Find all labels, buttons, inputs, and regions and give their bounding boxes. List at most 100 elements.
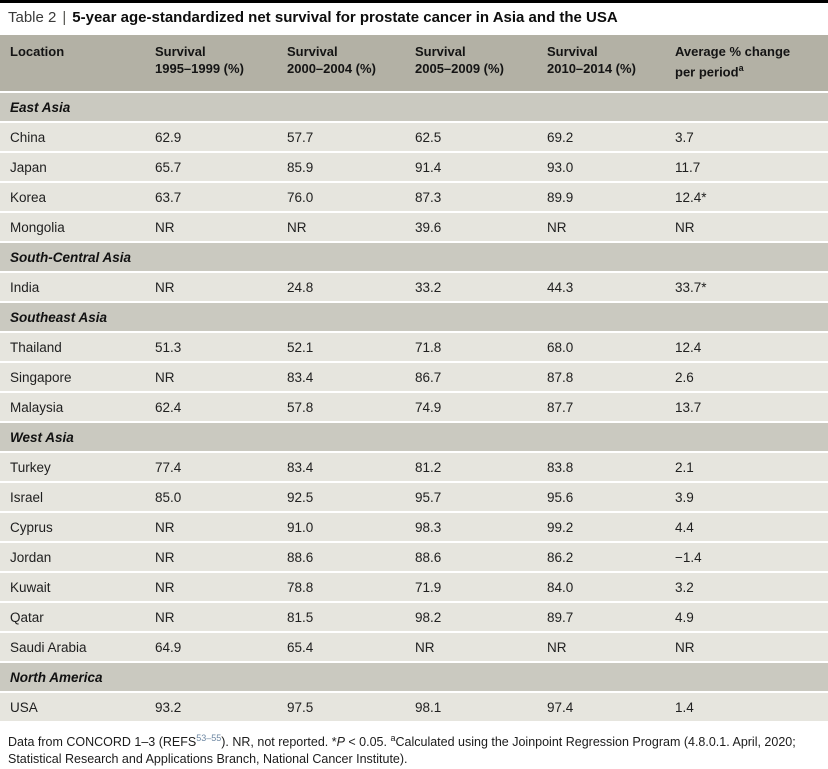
section-row: East Asia: [0, 92, 828, 123]
value-cell: 88.6: [277, 542, 405, 573]
value-cell: 39.6: [405, 212, 537, 243]
location-cell: Saudi Arabia: [0, 632, 145, 663]
table-row: Cyprus NR 91.0 98.3 99.2 4.4: [0, 512, 828, 543]
value-cell: 87.7: [537, 392, 665, 423]
column-header-label: Survival: [547, 44, 598, 59]
location-cell: Malaysia: [0, 392, 145, 423]
value-cell: 2.6: [665, 362, 828, 393]
table-row: Japan 65.7 85.9 91.4 93.0 11.7: [0, 152, 828, 183]
value-cell: 91.0: [277, 512, 405, 543]
section-label: North America: [0, 662, 828, 693]
value-cell: 24.8: [277, 272, 405, 303]
location-cell: Jordan: [0, 542, 145, 573]
value-cell: 83.4: [277, 452, 405, 483]
value-cell: 91.4: [405, 152, 537, 183]
value-cell: 86.2: [537, 542, 665, 573]
location-cell: Singapore: [0, 362, 145, 393]
table-number: Table 2: [8, 9, 57, 26]
value-cell: 11.7: [665, 152, 828, 183]
value-cell: 65.4: [277, 632, 405, 663]
page-title: Table 2 | 5-year age-standardized net surv…: [0, 3, 828, 35]
value-cell: 83.8: [537, 452, 665, 483]
value-cell: NR: [145, 212, 277, 243]
column-header-average-change: Average % change per perioda: [665, 35, 828, 93]
value-cell: 1.4: [665, 692, 828, 723]
value-cell: 98.3: [405, 512, 537, 543]
survival-table: Location Survival 1995–1999 (%) Survival…: [0, 35, 828, 723]
top-rule: [0, 0, 828, 3]
value-cell: 97.4: [537, 692, 665, 723]
column-header-label: Average % change: [675, 44, 791, 59]
table-row: Thailand 51.3 52.1 71.8 68.0 12.4: [0, 332, 828, 363]
column-header-sublabel-text: per period: [675, 64, 739, 80]
value-cell: 95.7: [405, 482, 537, 513]
value-cell: 62.4: [145, 392, 277, 423]
section-row: West Asia: [0, 422, 828, 453]
value-cell: 3.9: [665, 482, 828, 513]
value-cell: 87.3: [405, 182, 537, 213]
value-cell: 71.9: [405, 572, 537, 603]
table-row: Singapore NR 83.4 86.7 87.8 2.6: [0, 362, 828, 393]
value-cell: 98.2: [405, 602, 537, 633]
column-header-sublabel: 2010–2014 (%): [547, 61, 636, 76]
value-cell: 33.7*: [665, 272, 828, 303]
value-cell: 2.1: [665, 452, 828, 483]
value-cell: 83.4: [277, 362, 405, 393]
value-cell: 33.2: [405, 272, 537, 303]
value-cell: NR: [145, 512, 277, 543]
value-cell: 64.9: [145, 632, 277, 663]
value-cell: 3.2: [665, 572, 828, 603]
column-header-survival-2005-2009: Survival 2005–2009 (%): [405, 35, 537, 93]
table-row: Israel 85.0 92.5 95.7 95.6 3.9: [0, 482, 828, 513]
value-cell: 65.7: [145, 152, 277, 183]
table-row: Kuwait NR 78.8 71.9 84.0 3.2: [0, 572, 828, 603]
value-cell: 74.9: [405, 392, 537, 423]
table-footnote: Data from CONCORD 1–3 (REFS53–55). NR, n…: [0, 723, 828, 768]
value-cell: 51.3: [145, 332, 277, 363]
footnote-marker-a: a: [738, 63, 744, 73]
location-cell: India: [0, 272, 145, 303]
value-cell: 12.4: [665, 332, 828, 363]
value-cell: 77.4: [145, 452, 277, 483]
footnote-text: Calculated using the Joinpoint Regressio…: [8, 735, 796, 767]
value-cell: NR: [277, 212, 405, 243]
location-cell: Qatar: [0, 602, 145, 633]
value-cell: 52.1: [277, 332, 405, 363]
value-cell: 4.4: [665, 512, 828, 543]
value-cell: NR: [405, 632, 537, 663]
column-header-label: Survival: [155, 44, 206, 59]
table-row: Mongolia NR NR 39.6 NR NR: [0, 212, 828, 243]
value-cell: 84.0: [537, 572, 665, 603]
section-row: South-Central Asia: [0, 242, 828, 273]
value-cell: 85.0: [145, 482, 277, 513]
value-cell: 62.5: [405, 122, 537, 153]
value-cell: 76.0: [277, 182, 405, 213]
value-cell: 44.3: [537, 272, 665, 303]
value-cell: 85.9: [277, 152, 405, 183]
column-header-survival-1995-1999: Survival 1995–1999 (%): [145, 35, 277, 93]
value-cell: NR: [537, 632, 665, 663]
section-label: West Asia: [0, 422, 828, 453]
value-cell: 68.0: [537, 332, 665, 363]
value-cell: NR: [145, 362, 277, 393]
section-row: Southeast Asia: [0, 302, 828, 333]
column-header-survival-2010-2014: Survival 2010–2014 (%): [537, 35, 665, 93]
value-cell: NR: [145, 272, 277, 303]
value-cell: 81.5: [277, 602, 405, 633]
value-cell: NR: [665, 212, 828, 243]
title-separator: |: [62, 9, 67, 26]
value-cell: 69.2: [537, 122, 665, 153]
column-header-survival-2000-2004: Survival 2000–2004 (%): [277, 35, 405, 93]
location-cell: Cyprus: [0, 512, 145, 543]
location-cell: Japan: [0, 152, 145, 183]
column-header-label: Survival: [287, 44, 338, 59]
value-cell: 89.9: [537, 182, 665, 213]
value-cell: NR: [537, 212, 665, 243]
column-header-sublabel: per perioda: [675, 60, 824, 80]
value-cell: 97.5: [277, 692, 405, 723]
table-row: India NR 24.8 33.2 44.3 33.7*: [0, 272, 828, 303]
column-header-sublabel: 2005–2009 (%): [415, 61, 504, 76]
value-cell: 93.2: [145, 692, 277, 723]
value-cell: NR: [145, 542, 277, 573]
